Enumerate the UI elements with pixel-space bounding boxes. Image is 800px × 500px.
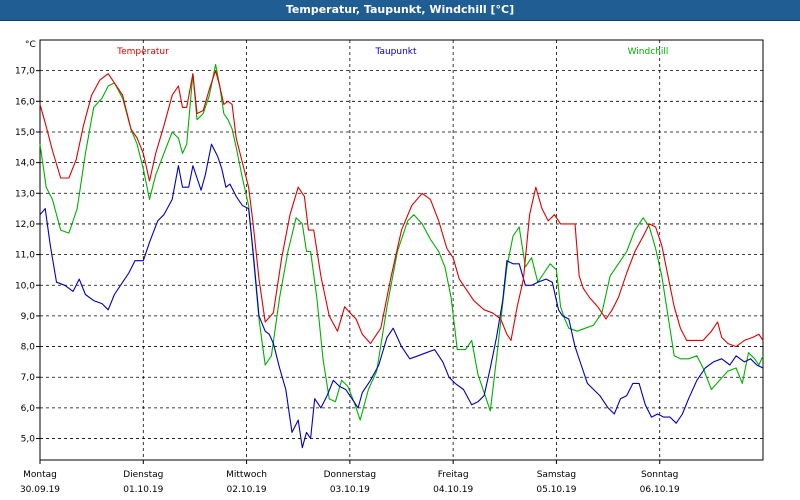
legend-taupunkt: Taupunkt [374,47,417,57]
plot-area [39,39,764,461]
series-line-windchill [39,63,764,421]
y-axis-unit: °C [25,40,36,50]
chart-title: Temperatur, Taupunkt, Windchill [°C] [0,0,800,21]
x-date-label: 03.10.19 [330,485,370,495]
x-date-label: 30.09.19 [20,485,60,495]
y-tick-label: 16,0 [15,97,35,107]
x-day-label: Montag [23,470,57,480]
y-tick-label: 15,0 [15,128,35,138]
x-day-label: Donnerstag [324,470,377,480]
x-date-label: 04.10.19 [433,485,473,495]
legend-windchill: Windchill [628,47,669,57]
series-line-taupunkt [39,143,764,449]
x-day-label: Dienstag [123,470,163,480]
y-tick-label: 7,0 [21,373,36,383]
x-day-label: Sonntag [641,470,678,480]
x-day-label: Mittwoch [226,470,267,480]
y-tick-label: 9,0 [21,312,36,322]
y-tick-label: 14,0 [15,159,35,169]
x-date-label: 01.10.19 [123,485,163,495]
x-date-label: 02.10.19 [227,485,267,495]
x-date-label: 05.10.19 [536,485,576,495]
y-tick-label: 11,0 [15,251,35,261]
y-tick-label: 10,0 [15,281,35,291]
y-tick-label: 17,0 [15,67,35,77]
y-tick-label: 13,0 [15,189,35,199]
y-tick-label: 8,0 [21,343,36,353]
x-date-label: 06.10.19 [640,485,680,495]
legend-temperatur: Temperatur [116,47,169,57]
weather-line-chart: °C 5,0 6,0 7,0 8,0 9,0 10,0 11,0 12,0 13,0 14,0 15,… [15,39,764,495]
y-tick-label: 12,0 [15,220,35,230]
y-tick-label: 5,0 [21,435,36,445]
x-day-label: Freitag [438,470,469,480]
series-line-temperatur [39,70,764,348]
x-day-label: Samstag [537,470,576,480]
y-tick-label: 6,0 [21,404,36,414]
